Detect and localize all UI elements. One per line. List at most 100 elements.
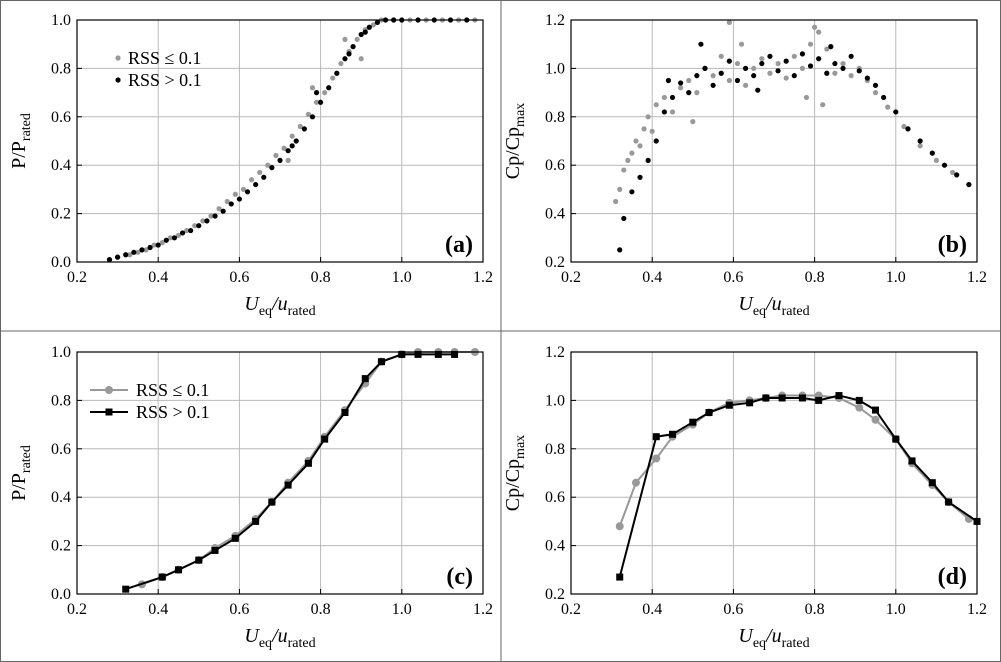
data-point: [285, 157, 291, 163]
data-point: [686, 90, 692, 96]
y-axis-label: Cp/Cpmax: [502, 103, 528, 179]
data-point: [933, 157, 940, 163]
data-point: [678, 85, 684, 91]
data-point: [281, 145, 287, 151]
panel-label: (d): [938, 564, 967, 590]
data-point: [641, 126, 647, 132]
data-point: [637, 143, 643, 149]
data-marker: [175, 566, 182, 574]
plot-frame: [570, 19, 978, 263]
data-point: [232, 191, 238, 197]
data-point: [812, 24, 818, 30]
data-marker: [652, 433, 660, 441]
y-tick-label: 1.2: [545, 344, 565, 361]
y-axis-label: P/Prated: [8, 445, 34, 501]
data-point: [269, 165, 275, 171]
y-tick-label: 0.2: [51, 538, 71, 555]
data-point: [799, 65, 806, 71]
data-marker: [631, 478, 640, 487]
data-marker: [615, 522, 624, 531]
y-tick-label: 0.8: [545, 441, 565, 458]
data-point: [309, 85, 316, 91]
data-point: [929, 150, 935, 156]
data-point: [661, 109, 667, 115]
data-point: [881, 94, 887, 101]
data-marker: [378, 358, 385, 366]
y-tick-label: 0.6: [51, 109, 71, 126]
y-axis-label: P/Prated: [8, 113, 34, 169]
data-point: [755, 87, 761, 93]
data-point: [127, 252, 133, 258]
data-point: [799, 51, 806, 57]
plot-frame: [76, 19, 484, 263]
data-marker: [268, 498, 276, 506]
data-point: [155, 242, 161, 248]
data-point: [759, 56, 765, 62]
data-point: [783, 58, 789, 64]
x-tick-label: 0.6: [229, 269, 249, 286]
data-point: [123, 252, 129, 258]
x-tick-label: 1.0: [886, 269, 906, 286]
legend-label: RSS > 0.1: [128, 70, 202, 90]
data-point: [358, 56, 364, 62]
data-point: [653, 102, 659, 108]
data-point: [905, 126, 911, 132]
data-point: [718, 70, 724, 76]
data-point: [257, 169, 263, 176]
data-marker: [798, 394, 806, 402]
data-point: [224, 198, 230, 205]
legend-label: RSS > 0.1: [136, 402, 210, 422]
data-point: [171, 235, 178, 241]
data-point: [872, 90, 879, 96]
data-marker: [689, 418, 697, 426]
x-tick-label: 0.8: [805, 601, 825, 618]
data-point: [208, 213, 214, 219]
data-point: [265, 162, 271, 168]
data-point: [807, 63, 814, 69]
x-tick-label: 0.8: [311, 601, 331, 618]
x-tick-label: 0.2: [67, 269, 87, 286]
data-point: [901, 123, 907, 130]
data-point: [163, 237, 169, 243]
legend-marker: [105, 408, 113, 416]
data-marker: [398, 350, 406, 358]
data-point: [950, 169, 956, 176]
plot-frame: [76, 351, 484, 595]
x-tick-label: 0.2: [561, 601, 581, 618]
data-point: [354, 36, 360, 42]
data-marker: [414, 350, 422, 358]
data-point: [613, 198, 619, 205]
data-point: [824, 46, 830, 52]
data-point: [261, 174, 267, 180]
x-tick-label: 0.6: [229, 601, 249, 618]
data-point: [816, 29, 822, 35]
data-point: [621, 167, 627, 173]
chart-panel-d: 0.2 0.4 0.6 0.8 1.0 1.20.20.40.60.81.01.2(d)U…: [502, 344, 987, 651]
data-marker: [725, 401, 733, 409]
legend-label: RSS ≤ 0.1: [136, 380, 209, 400]
data-point: [159, 240, 165, 246]
data-marker: [361, 375, 369, 383]
data-point: [917, 143, 923, 149]
panel-label: (a): [445, 232, 473, 258]
y-tick-label: 0.4: [545, 206, 565, 223]
data-point: [791, 53, 797, 59]
data-point: [322, 90, 328, 96]
data-point: [791, 73, 797, 79]
x-tick-label: 0.4: [148, 269, 168, 286]
data-point: [661, 94, 667, 101]
data-point: [240, 186, 247, 192]
data-point: [629, 189, 635, 195]
data-point: [783, 75, 789, 81]
series-rss-high: [617, 41, 972, 253]
data-marker: [815, 396, 823, 404]
data-point: [751, 73, 757, 79]
data-point: [285, 148, 291, 154]
data-marker: [872, 406, 879, 414]
y-tick-label: 0.2: [545, 586, 565, 603]
data-point: [690, 119, 696, 125]
y-tick-label: 0.6: [545, 157, 565, 174]
data-point: [293, 138, 299, 144]
data-point: [856, 68, 862, 74]
x-tick-label: 0.4: [148, 601, 168, 618]
